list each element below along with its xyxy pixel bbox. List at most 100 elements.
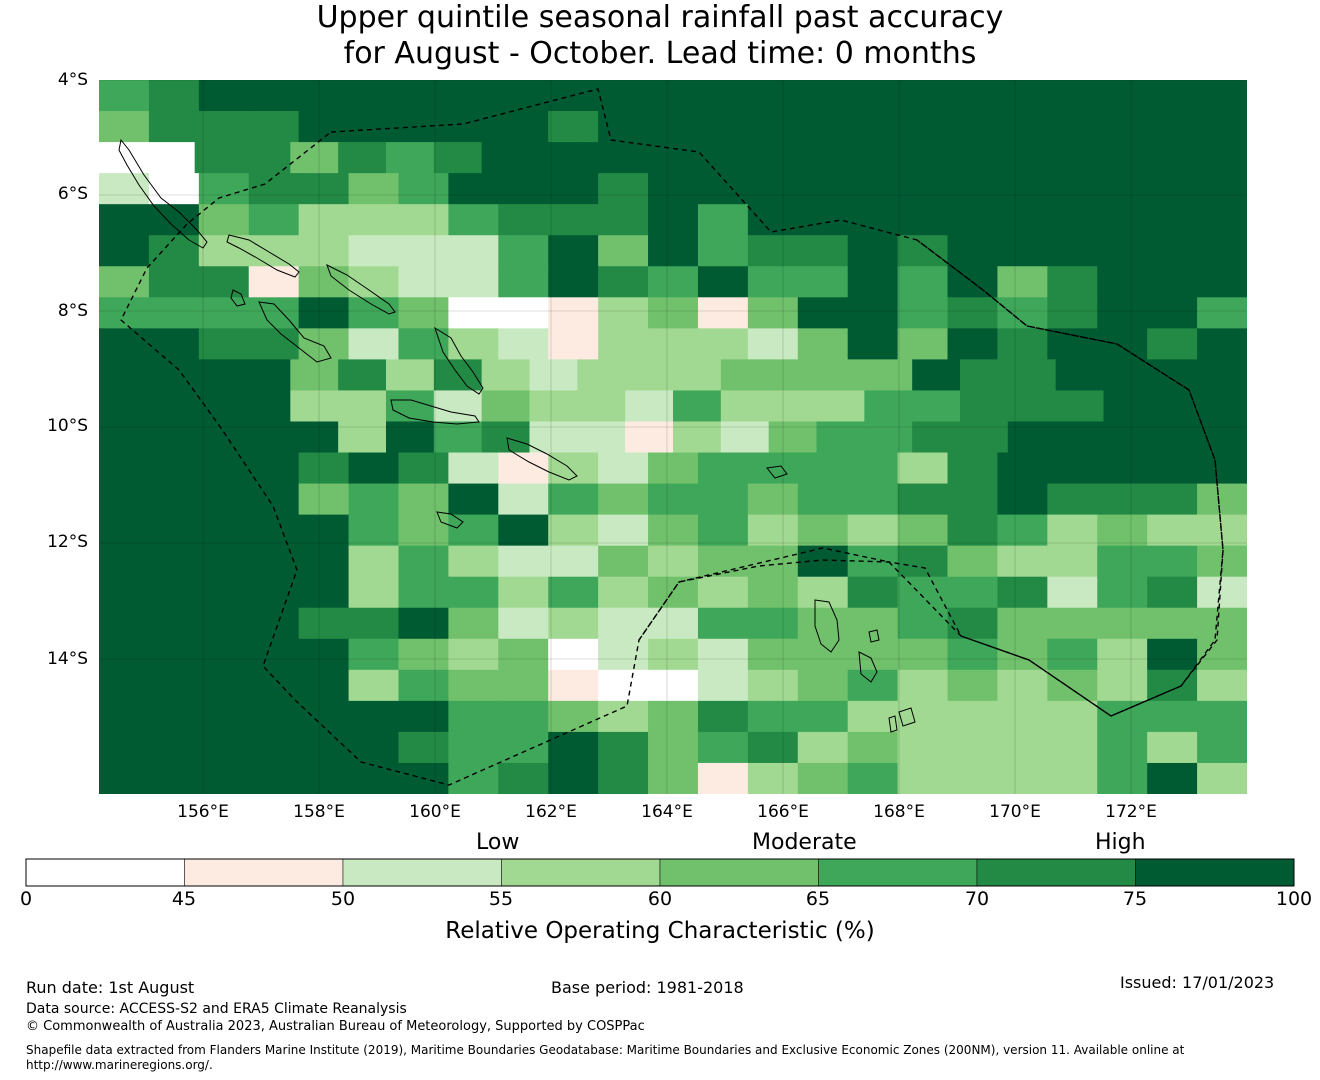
map-cell <box>648 731 699 764</box>
map-cell <box>548 235 599 267</box>
map-cell <box>747 452 799 485</box>
map-cell <box>648 266 699 298</box>
map-cell <box>648 328 699 360</box>
map-cell <box>198 731 250 764</box>
colorbar-border <box>25 858 1295 887</box>
map-cell <box>498 669 549 702</box>
map-cell <box>1047 204 1098 236</box>
map-cell <box>847 328 899 360</box>
map-cell <box>847 731 899 764</box>
map-cell <box>548 514 599 547</box>
map-cell <box>481 421 531 454</box>
map-cell <box>148 297 200 329</box>
colorbar-segment <box>342 858 502 887</box>
colorbar-segment <box>976 858 1136 887</box>
map-cell <box>548 483 599 516</box>
lat-tick-12s: 12°S <box>47 532 88 552</box>
map-cell <box>298 638 350 671</box>
map-cell <box>529 421 578 454</box>
map-cell <box>673 359 722 392</box>
map-cell <box>747 669 799 702</box>
map-cell <box>348 328 400 360</box>
map-cell <box>598 235 649 267</box>
map-cell <box>548 328 599 360</box>
map-cell <box>99 235 150 267</box>
map-cell <box>529 359 578 392</box>
map-cell <box>1147 545 1198 578</box>
map-cell <box>148 80 200 112</box>
map-cell <box>1197 607 1248 640</box>
map-cell <box>947 576 999 609</box>
map-cell <box>1197 638 1248 671</box>
map-cell <box>997 452 1048 485</box>
map-cell <box>248 204 300 236</box>
map-cell <box>797 111 849 143</box>
map-cell <box>797 452 849 485</box>
map-cell <box>148 328 200 360</box>
map-cell <box>398 452 449 485</box>
map-cell <box>816 359 865 392</box>
map-cell <box>548 700 599 733</box>
map-cell <box>548 545 599 578</box>
colorbar-segment <box>501 858 661 887</box>
map-cell <box>797 80 849 112</box>
map-cell <box>99 173 150 205</box>
map-cell <box>548 173 599 205</box>
map-cell <box>897 111 949 143</box>
map-cell <box>797 607 849 640</box>
map-cell <box>1007 421 1057 454</box>
map-cell <box>947 669 999 702</box>
map-cell <box>148 483 200 516</box>
map-cell <box>1055 359 1105 392</box>
map-cell <box>847 80 899 112</box>
vanuatu-eez <box>638 239 1224 717</box>
map-cell <box>1103 359 1152 392</box>
map-cell <box>1197 111 1248 143</box>
map-cell <box>148 266 200 298</box>
map-cell <box>548 607 599 640</box>
coastlines <box>118 138 916 733</box>
map-cell <box>99 700 150 733</box>
map-cell <box>947 731 999 764</box>
map-cell <box>747 514 799 547</box>
map-cell <box>1147 111 1198 143</box>
malaita-island <box>434 326 484 395</box>
map-cell <box>290 359 339 392</box>
map-cell <box>398 514 449 547</box>
map-cell <box>897 514 949 547</box>
map-cell <box>148 111 200 143</box>
map-cell <box>1047 731 1098 764</box>
map-cell <box>1047 328 1098 360</box>
map-cell <box>1097 669 1148 702</box>
map-cell <box>912 390 961 423</box>
map-cell <box>598 638 649 671</box>
map-cell <box>298 204 350 236</box>
map-cell <box>697 452 749 485</box>
map-cell <box>99 204 150 236</box>
map-cell <box>248 638 300 671</box>
map-cell <box>847 700 899 733</box>
map-cell <box>1097 111 1148 143</box>
map-cell <box>194 142 244 174</box>
map-cell <box>1197 204 1248 236</box>
map-cell <box>697 731 749 764</box>
map-cell <box>481 359 531 392</box>
colorbar-label: Relative Operating Characteristic (%) <box>445 918 875 944</box>
map-cell <box>386 359 435 392</box>
map-cell <box>198 700 250 733</box>
map-cell <box>298 266 350 298</box>
map-cell <box>1007 359 1057 392</box>
title-line-2: for August - October. Lead time: 0 month… <box>343 36 977 71</box>
map-cell <box>648 669 699 702</box>
map-cell <box>997 762 1048 795</box>
map-cell <box>816 142 865 174</box>
map-cell <box>148 452 200 485</box>
map-cell <box>398 638 449 671</box>
map-cell <box>897 638 949 671</box>
map-cell <box>298 669 350 702</box>
base-period: Base period: 1981-2018 <box>551 978 744 997</box>
map-cell <box>386 421 435 454</box>
makira-island <box>506 437 578 481</box>
map-cell <box>248 328 300 360</box>
map-cell <box>298 328 350 360</box>
